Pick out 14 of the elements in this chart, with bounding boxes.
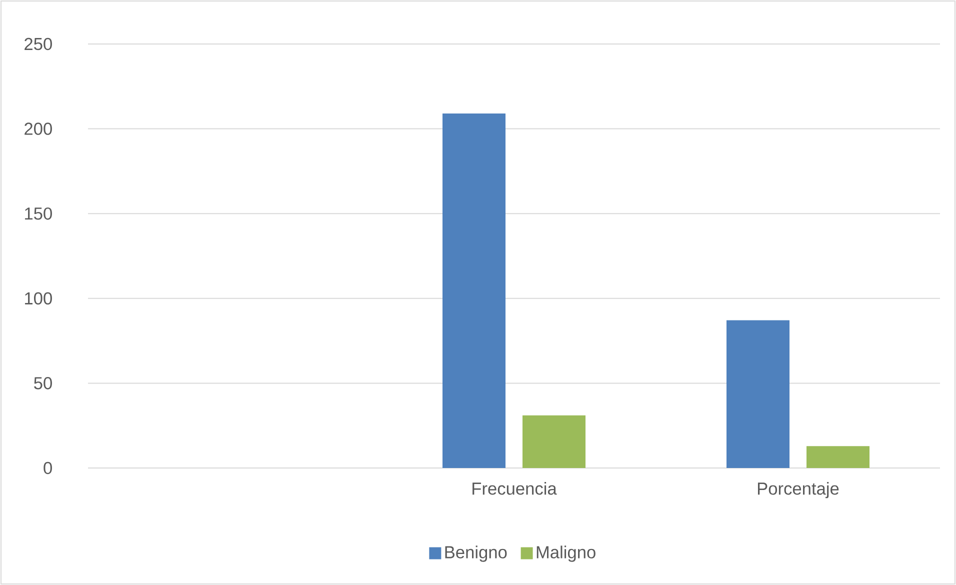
- y-tick-label: 50: [34, 377, 52, 390]
- y-tick-label: 100: [25, 292, 52, 305]
- legend-label: Maligno: [536, 546, 596, 562]
- y-tick-label: 0: [44, 462, 52, 474]
- x-tick-label: Frecuencia: [472, 482, 557, 495]
- y-tick-label: 200: [24, 122, 52, 135]
- bar: [442, 114, 506, 468]
- bar: [726, 320, 790, 468]
- y-tick-label: 250: [24, 38, 52, 50]
- x-tick-label: Porcentaje: [758, 482, 839, 498]
- y-tick-label: 150: [25, 207, 52, 220]
- bar: [806, 446, 870, 468]
- legend-label: Benigno: [445, 546, 507, 562]
- bar: [522, 415, 586, 468]
